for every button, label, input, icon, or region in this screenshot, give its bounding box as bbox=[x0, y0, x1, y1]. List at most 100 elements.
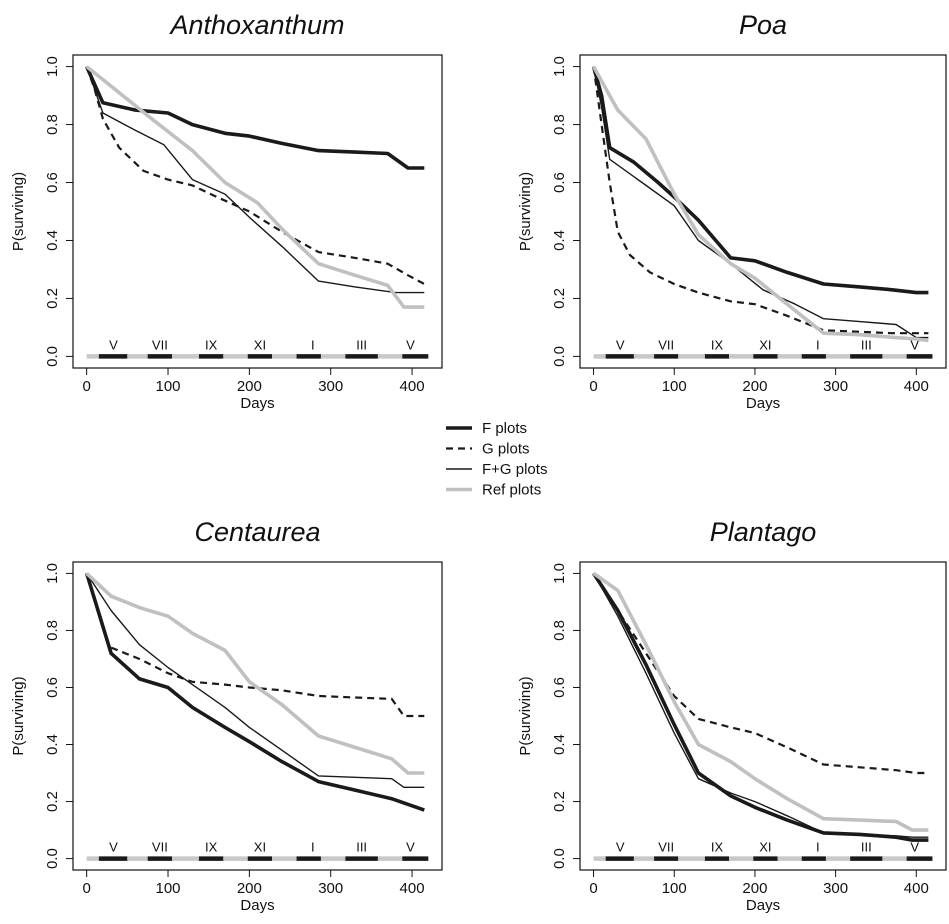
x-tick-label: 200 bbox=[742, 378, 767, 395]
y-axis-label: P(surviving) bbox=[10, 676, 27, 755]
y-tick-label: 0.8 bbox=[551, 620, 568, 641]
y-tick-label: 0.0 bbox=[44, 346, 61, 367]
month-label: V bbox=[616, 840, 625, 855]
legend-label: Ref plots bbox=[482, 482, 541, 499]
series-line-g-plots bbox=[592, 66, 929, 335]
panel-title: Centaurea bbox=[194, 517, 320, 547]
x-tick-label: 400 bbox=[400, 880, 425, 897]
x-tick-label: 0 bbox=[82, 378, 90, 395]
month-label: XI bbox=[759, 337, 771, 352]
y-tick-label: 0.2 bbox=[44, 288, 61, 309]
month-label: III bbox=[861, 840, 872, 855]
panel-title: Plantago bbox=[710, 517, 817, 547]
y-tick-label: 0.8 bbox=[44, 620, 61, 641]
y-tick-label: 0.0 bbox=[44, 848, 61, 869]
x-tick-label: 200 bbox=[237, 378, 262, 395]
legend-entry-f-g-plots: F+G plots bbox=[446, 461, 547, 478]
series-line-f-plots bbox=[592, 572, 929, 842]
x-tick-label: 300 bbox=[823, 880, 848, 897]
x-axis-label: Days bbox=[746, 897, 780, 914]
x-axis-label: Days bbox=[240, 395, 274, 412]
month-label: VII bbox=[152, 840, 168, 855]
y-axis-label: P(surviving) bbox=[517, 172, 534, 251]
month-label: III bbox=[861, 337, 872, 352]
month-label: III bbox=[356, 337, 367, 352]
y-tick-label: 0.4 bbox=[551, 734, 568, 755]
series-line-g-plots bbox=[592, 572, 929, 775]
y-tick-label: 0.4 bbox=[44, 230, 61, 251]
y-tick-label: 0.0 bbox=[551, 346, 568, 367]
series-line-f-plots bbox=[84, 572, 425, 812]
month-label: VII bbox=[658, 840, 674, 855]
month-label: I bbox=[816, 337, 820, 352]
x-tick-label: 100 bbox=[156, 378, 181, 395]
x-tick-label: 300 bbox=[823, 378, 848, 395]
x-tick-label: 400 bbox=[904, 378, 929, 395]
y-tick-label: 1.0 bbox=[44, 563, 61, 584]
y-tick-label: 0.4 bbox=[44, 734, 61, 755]
y-tick-label: 1.0 bbox=[44, 56, 61, 77]
x-tick-label: 0 bbox=[82, 880, 90, 897]
month-label: V bbox=[406, 337, 415, 352]
y-tick-label: 0.2 bbox=[44, 791, 61, 812]
legend-entry-g-plots: G plots bbox=[446, 441, 530, 458]
month-label: V bbox=[910, 840, 919, 855]
series-line-ref-plots bbox=[592, 571, 929, 832]
x-tick-label: 100 bbox=[662, 880, 687, 897]
y-tick-label: 0.8 bbox=[44, 114, 61, 135]
x-tick-label: 100 bbox=[662, 378, 687, 395]
panel-title: Anthoxanthum bbox=[168, 10, 344, 40]
y-tick-label: 1.0 bbox=[551, 563, 568, 584]
x-axis-label: Days bbox=[240, 897, 274, 914]
x-axis-label: Days bbox=[746, 395, 780, 412]
month-label: XI bbox=[254, 337, 266, 352]
x-tick-label: 300 bbox=[318, 880, 343, 897]
y-tick-label: 0.2 bbox=[551, 288, 568, 309]
series-line-g-plots bbox=[85, 66, 425, 285]
series-line-f-g-plots bbox=[592, 66, 929, 339]
y-tick-label: 0.4 bbox=[551, 230, 568, 251]
month-label: V bbox=[109, 337, 118, 352]
legend-entry-ref-plots: Ref plots bbox=[446, 482, 541, 499]
x-tick-label: 400 bbox=[400, 378, 425, 395]
x-tick-label: 0 bbox=[589, 378, 597, 395]
legend: F plots G plots F+G plots Ref plots bbox=[446, 420, 547, 499]
legend-entry-f-plots: F plots bbox=[446, 420, 527, 437]
month-label: IX bbox=[711, 840, 724, 855]
month-label: XI bbox=[759, 840, 771, 855]
y-axis-label: P(surviving) bbox=[10, 172, 27, 251]
y-tick-label: 0.2 bbox=[551, 791, 568, 812]
series-line-g-plots bbox=[110, 646, 425, 718]
y-tick-label: 0.6 bbox=[551, 677, 568, 698]
x-tick-label: 200 bbox=[237, 880, 262, 897]
month-label: VII bbox=[152, 337, 168, 352]
y-tick-label: 0.8 bbox=[551, 114, 568, 135]
plot-frame bbox=[579, 54, 947, 369]
y-tick-label: 0.6 bbox=[44, 677, 61, 698]
month-label: V bbox=[910, 337, 919, 352]
y-axis-label: P(surviving) bbox=[517, 676, 534, 755]
plot-frame bbox=[579, 561, 947, 871]
panel-title: Poa bbox=[739, 10, 787, 40]
month-label: I bbox=[311, 840, 315, 855]
series-line-f-plots bbox=[591, 66, 929, 295]
series-line-ref-plots bbox=[592, 65, 929, 343]
x-tick-label: 100 bbox=[156, 880, 181, 897]
month-label: I bbox=[816, 840, 820, 855]
legend-label: F+G plots bbox=[482, 461, 547, 478]
series-line-f-g-plots bbox=[86, 573, 425, 788]
y-tick-label: 0.6 bbox=[551, 172, 568, 193]
month-label: IX bbox=[205, 337, 218, 352]
series-line-f-g-plots bbox=[592, 573, 929, 838]
y-tick-label: 0.0 bbox=[551, 848, 568, 869]
series-line-f-g-plots bbox=[86, 66, 425, 294]
x-tick-label: 0 bbox=[589, 880, 597, 897]
month-label: V bbox=[616, 337, 625, 352]
x-tick-label: 400 bbox=[904, 880, 929, 897]
